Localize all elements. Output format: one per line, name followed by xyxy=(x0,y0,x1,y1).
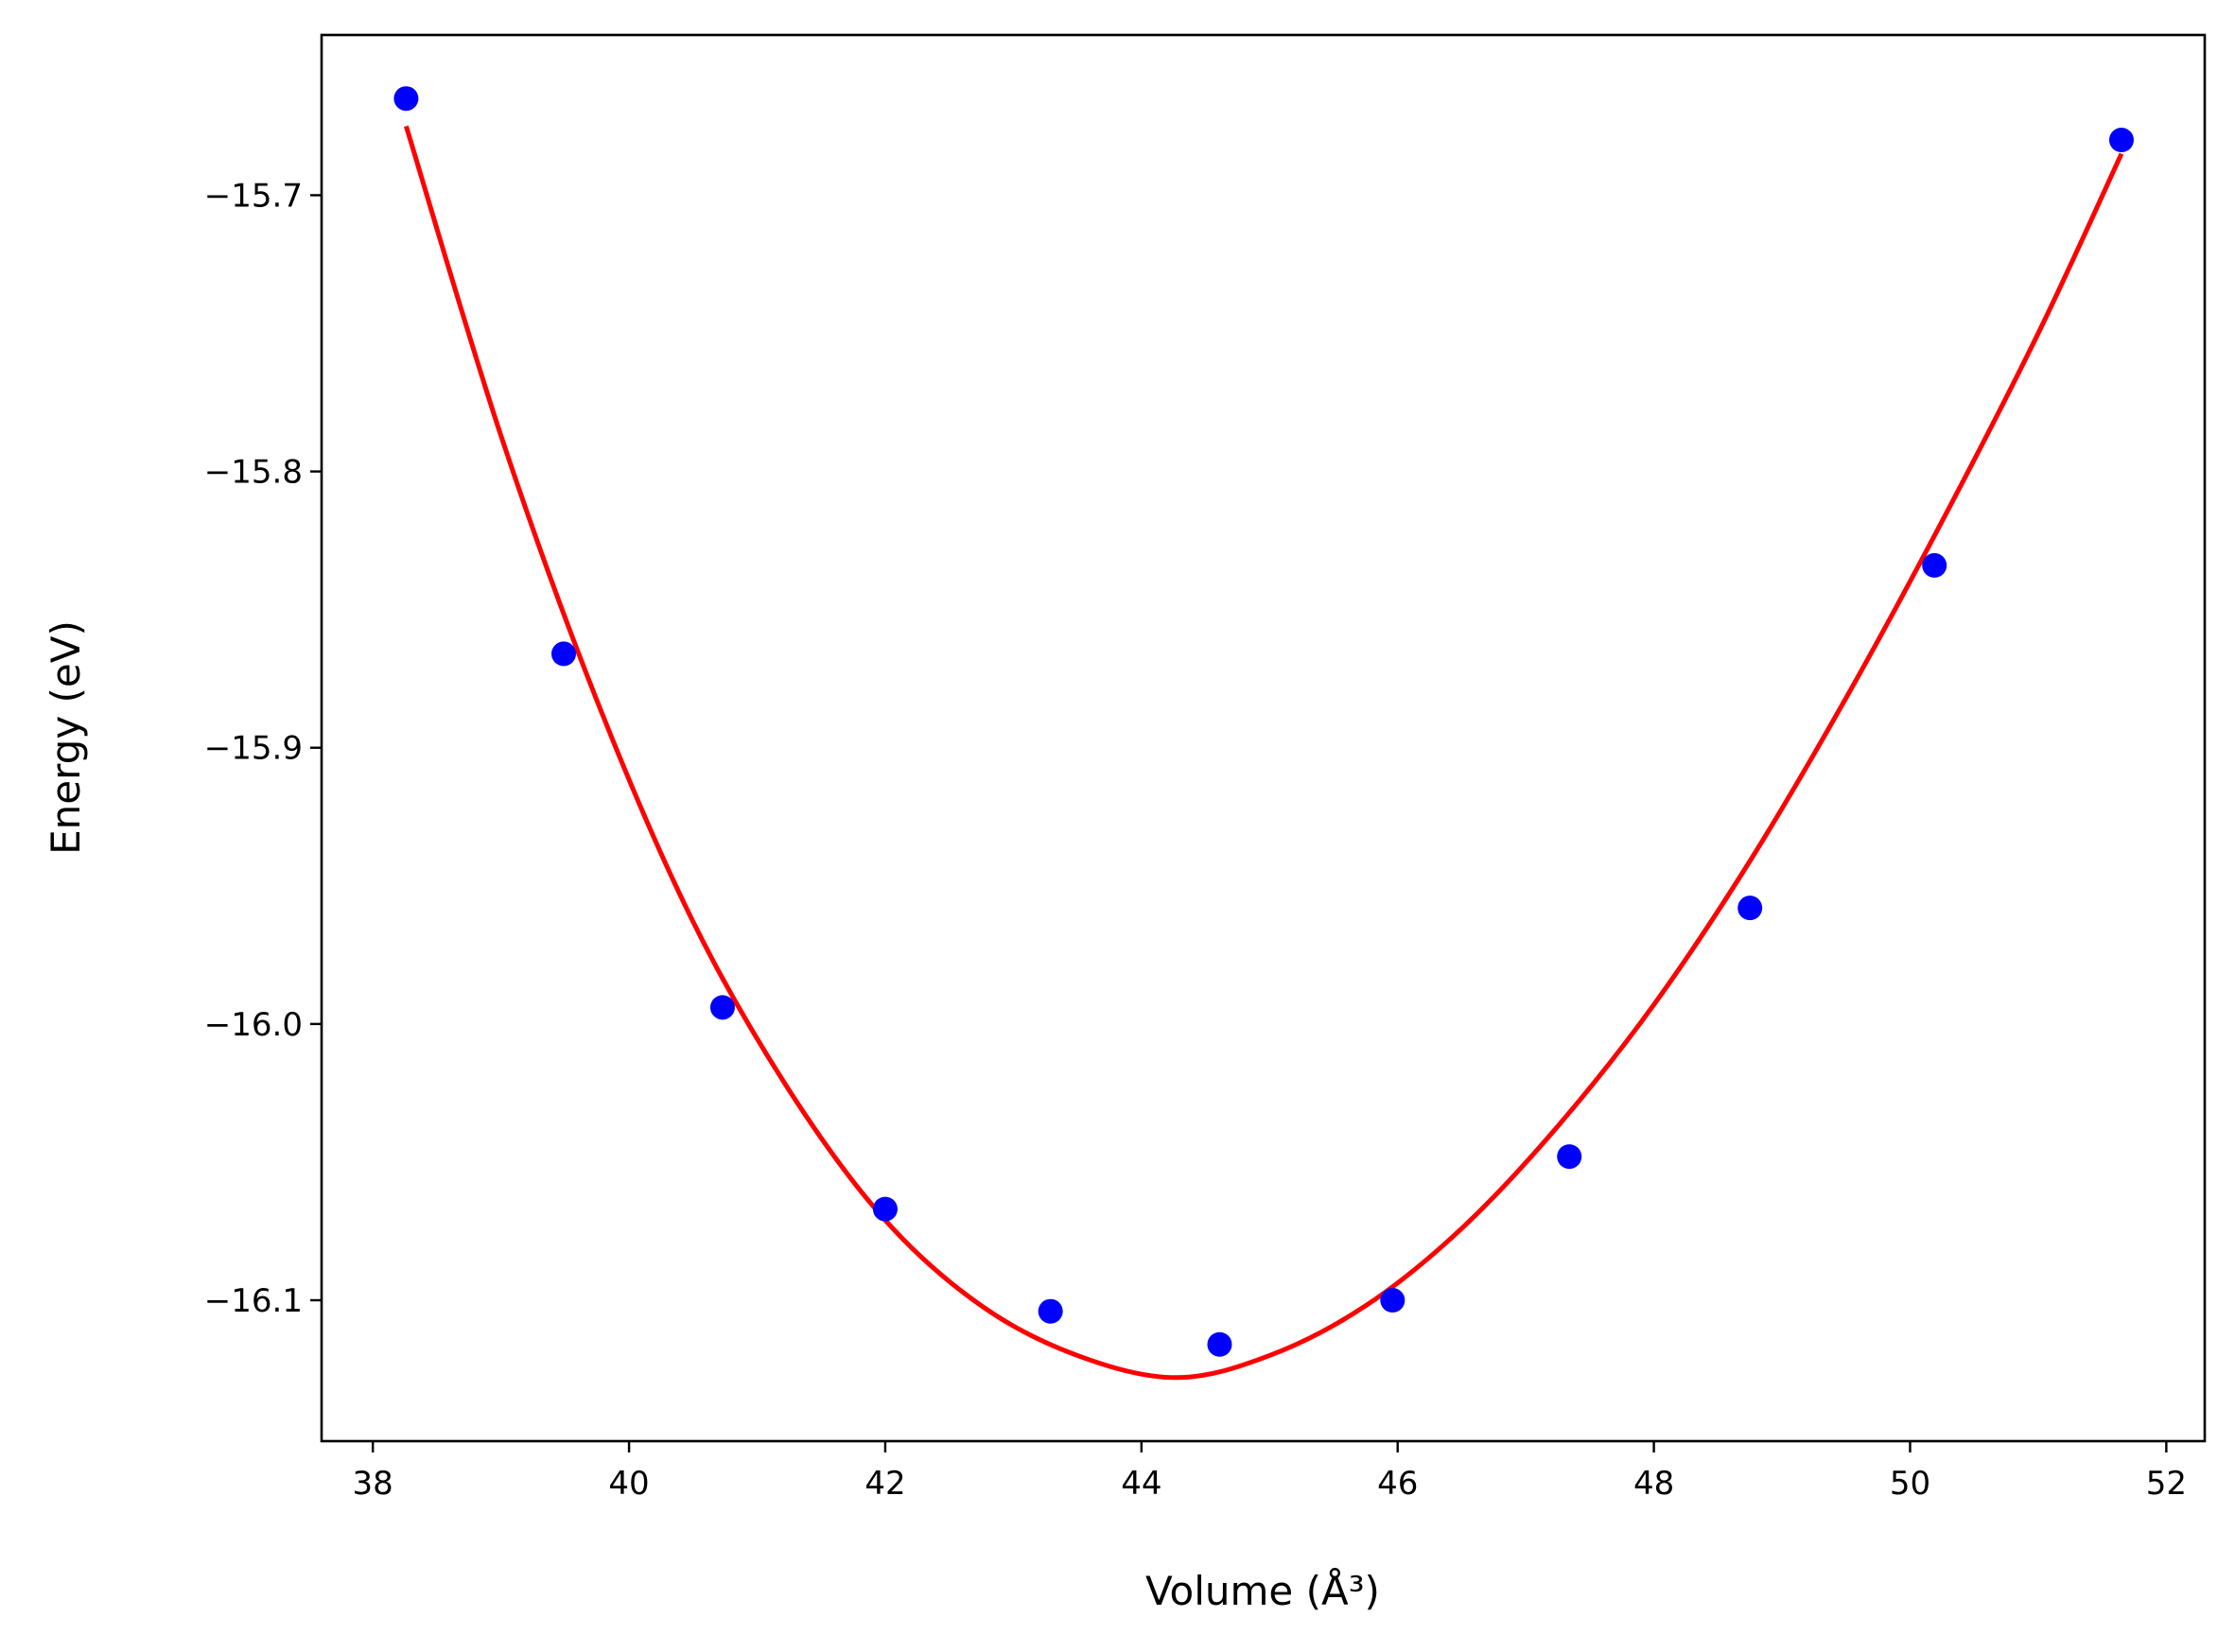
x-tick-label: 44 xyxy=(1121,1465,1161,1503)
data-points-layer xyxy=(393,86,2134,1357)
y-axis-ticks: −16.1 −16.0 −15.9 −15.8 −15.7 xyxy=(204,177,322,1320)
y-tick-label: −15.8 xyxy=(204,454,303,492)
data-point xyxy=(550,641,576,667)
y-tick-label: −15.9 xyxy=(204,730,303,768)
data-point xyxy=(1038,1298,1063,1324)
y-tick-label: −16.0 xyxy=(204,1006,303,1044)
data-point xyxy=(1380,1288,1406,1313)
x-tick-label: 46 xyxy=(1377,1465,1418,1503)
x-tick-label: 40 xyxy=(608,1465,649,1503)
y-tick-label: −15.7 xyxy=(204,177,303,215)
x-tick-label: 50 xyxy=(1890,1465,1930,1503)
data-point xyxy=(872,1196,898,1222)
data-point xyxy=(1557,1144,1582,1170)
x-tick-label: 38 xyxy=(353,1465,393,1503)
data-point xyxy=(393,86,419,112)
x-axis-label: Volume (Å³) xyxy=(1145,1567,1380,1614)
y-tick-label: −16.1 xyxy=(204,1282,303,1320)
x-axis-ticks: 38 40 42 44 46 48 50 52 xyxy=(353,1441,2187,1503)
data-point xyxy=(709,995,735,1020)
x-tick-label: 52 xyxy=(2146,1465,2187,1503)
fit-curve-line xyxy=(404,125,2124,1381)
data-point xyxy=(1207,1331,1232,1357)
plot-area xyxy=(320,33,2207,1443)
y-axis-label: Energy (eV) xyxy=(43,620,89,855)
fit-curve-layer xyxy=(404,125,2124,1381)
data-point xyxy=(1737,896,1763,921)
data-point xyxy=(1922,552,1947,578)
x-tick-label: 42 xyxy=(864,1465,905,1503)
data-point xyxy=(2108,128,2134,153)
x-tick-label: 48 xyxy=(1633,1465,1674,1503)
